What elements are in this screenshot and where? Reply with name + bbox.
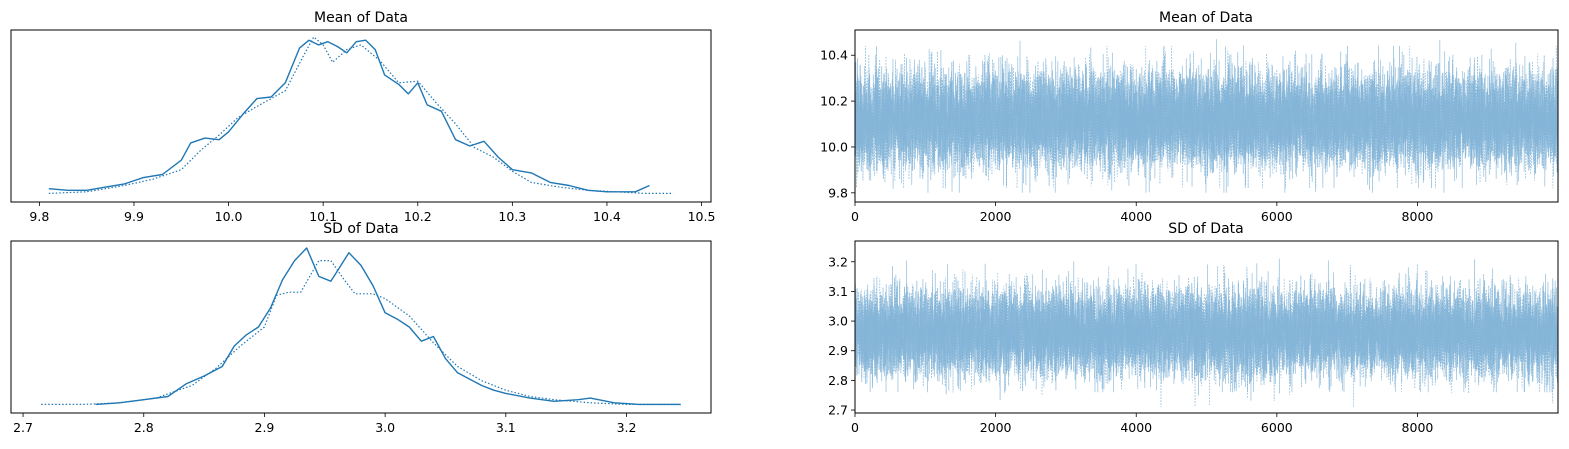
x-tick-label-mean-density-1: 9.9 bbox=[124, 209, 144, 224]
axes-frame-mean-density bbox=[10, 29, 712, 203]
y-tick-label-sd-trace-3: 3.0 bbox=[828, 314, 848, 329]
axes-frame-mean-trace bbox=[854, 29, 1559, 203]
x-tick-label-sd-trace-4: 8000 bbox=[1402, 420, 1434, 435]
panel-mean-trace: Mean of Data 0 2000 4000 6000 8000 9.8 10.0 10.… bbox=[820, 10, 1559, 224]
panel-title-sd-trace: SD of Data bbox=[1168, 221, 1244, 237]
x-tick-label-mean-density-3: 10.1 bbox=[309, 209, 337, 224]
x-tick-label-mean-density-5: 10.3 bbox=[498, 209, 526, 224]
y-tick-label-sd-trace-2: 2.9 bbox=[828, 343, 848, 358]
x-tick-label-mean-trace-3: 6000 bbox=[1261, 209, 1293, 224]
x-tick-label-sd-density-4: 3.1 bbox=[496, 420, 516, 435]
x-tick-label-sd-density-1: 2.8 bbox=[134, 420, 154, 435]
ticks-mean-trace: 0 2000 4000 6000 8000 9.8 10.0 10.2 10.4 bbox=[820, 48, 1433, 224]
axes-frame-sd-density bbox=[10, 240, 712, 414]
x-tick-label-mean-trace-2: 4000 bbox=[1120, 209, 1152, 224]
trace-series-sd bbox=[854, 258, 1559, 408]
kde-series-sd bbox=[41, 247, 681, 406]
x-tick-label-mean-density-2: 10.0 bbox=[215, 209, 243, 224]
x-tick-label-mean-trace-1: 2000 bbox=[980, 209, 1012, 224]
y-tick-label-mean-trace-0: 9.8 bbox=[828, 185, 848, 200]
trace-series-mean bbox=[854, 39, 1559, 193]
panel-sd-density: 2.7 2.8 2.9 3.0 3.1 3.2 SD of Data bbox=[10, 221, 712, 435]
y-tick-label-mean-trace-3: 10.4 bbox=[820, 48, 848, 63]
x-tick-label-mean-density-6: 10.4 bbox=[593, 209, 621, 224]
x-tick-label-sd-density-3: 3.0 bbox=[375, 420, 395, 435]
axes-frame-sd-trace bbox=[854, 240, 1559, 414]
kde-line-mean-density-solid bbox=[48, 39, 650, 193]
y-tick-label-sd-trace-0: 2.7 bbox=[828, 403, 848, 418]
x-tick-label-sd-density-0: 2.7 bbox=[13, 420, 33, 435]
x-tick-label-mean-density-4: 10.2 bbox=[404, 209, 432, 224]
x-tick-label-mean-trace-0: 0 bbox=[851, 209, 859, 224]
kde-series-mean bbox=[48, 36, 674, 194]
kde-line-sd-density-dotted bbox=[41, 260, 681, 405]
trace-line-sd-trace-dotted bbox=[854, 258, 1559, 408]
x-tick-label-sd-trace-0: 0 bbox=[851, 420, 859, 435]
kde-line-sd-density-solid bbox=[95, 247, 681, 406]
x-tick-label-sd-density-5: 3.2 bbox=[617, 420, 637, 435]
x-tick-label-sd-trace-3: 6000 bbox=[1261, 420, 1293, 435]
x-tick-label-mean-density-0: 9.8 bbox=[29, 209, 49, 224]
x-tick-label-sd-trace-2: 4000 bbox=[1120, 420, 1152, 435]
panel-title-sd-density: SD of Data bbox=[323, 221, 399, 237]
y-tick-label-sd-trace-1: 2.8 bbox=[828, 373, 848, 388]
x-tick-label-sd-density-2: 2.9 bbox=[255, 420, 275, 435]
y-tick-label-sd-trace-4: 3.1 bbox=[828, 284, 848, 299]
x-tick-label-mean-trace-4: 8000 bbox=[1402, 209, 1434, 224]
x-tick-label-sd-trace-1: 2000 bbox=[980, 420, 1012, 435]
trace-line-mean-trace-dotted bbox=[854, 46, 1559, 189]
y-tick-label-mean-trace-2: 10.2 bbox=[820, 94, 848, 109]
y-tick-label-sd-trace-5: 3.2 bbox=[828, 254, 848, 269]
y-tick-label-mean-trace-1: 10.0 bbox=[820, 139, 848, 154]
panel-sd-trace: 0 2000 4000 6000 8000 2.7 2.8 2.9 3.0 3.1 3.2 SD o… bbox=[828, 221, 1559, 435]
panel-title-mean-trace: Mean of Data bbox=[1159, 10, 1253, 26]
x-ticks-mean-density: 9.8 9.9 10.0 10.1 10.2 10.3 10.4 10.5 bbox=[29, 202, 715, 224]
ticks-sd-trace: 0 2000 4000 6000 8000 2.7 2.8 2.9 3.0 3.1 3.2 bbox=[828, 254, 1433, 435]
x-tick-label-mean-density-7: 10.5 bbox=[688, 209, 716, 224]
kde-line-mean-density-dotted bbox=[48, 36, 674, 194]
panel-mean-density: Mean of Data 9.8 9.9 10.0 10.1 10.2 10.3 10.4 1… bbox=[10, 10, 715, 224]
x-ticks-sd-density: 2.7 2.8 2.9 3.0 3.1 3.2 bbox=[13, 413, 636, 435]
panel-title-mean-density: Mean of Data bbox=[314, 10, 408, 26]
